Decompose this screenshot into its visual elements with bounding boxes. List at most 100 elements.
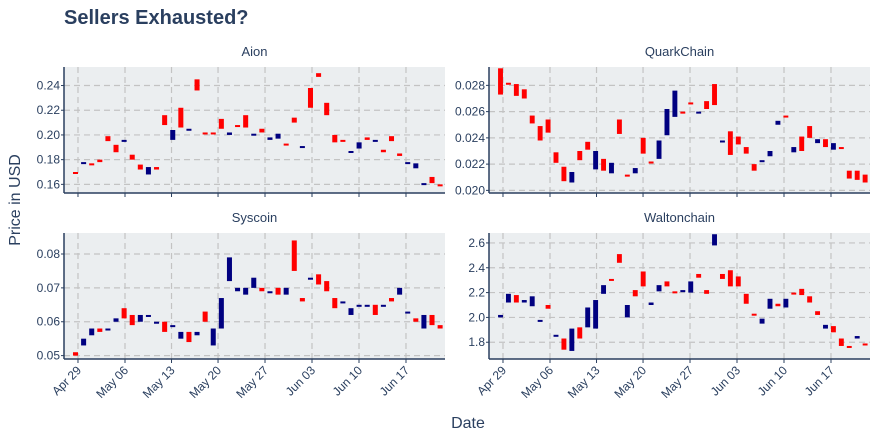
candle-increasing — [553, 334, 559, 337]
candle-increasing — [585, 307, 591, 328]
candle-decreasing — [498, 68, 503, 95]
x-axis-title: Date — [451, 415, 485, 432]
candle-increasing — [664, 109, 670, 136]
y-tick-label: 0.18 — [37, 153, 61, 167]
candle-increasing — [170, 325, 176, 328]
candle-decreasing — [823, 139, 828, 148]
candle-increasing — [569, 172, 575, 183]
x-tick-label: Jun 10 — [755, 363, 791, 399]
candle-decreasing — [202, 311, 208, 322]
candle-decreasing — [259, 287, 265, 292]
candle-increasing — [364, 304, 370, 307]
candle-increasing — [251, 133, 257, 136]
candle-increasing — [210, 328, 216, 346]
candle-decreasing — [202, 132, 208, 135]
candle-decreasing — [429, 314, 435, 326]
candle-increasing — [759, 318, 765, 324]
candle-decreasing — [243, 115, 249, 128]
candle-decreasing — [121, 308, 127, 319]
candle-increasing — [380, 304, 386, 307]
candle-increasing — [372, 139, 378, 142]
candle-decreasing — [89, 163, 95, 166]
candle-decreasing — [862, 174, 868, 183]
candle-decreasing — [743, 147, 749, 154]
candle-decreasing — [696, 273, 702, 278]
x-tick-label: Jun 03 — [283, 363, 319, 399]
candle-increasing — [521, 300, 527, 303]
candle-decreasing — [324, 281, 330, 292]
panel-background — [64, 67, 445, 193]
candle-decreasing — [72, 172, 79, 174]
candle-decreasing — [727, 270, 733, 287]
candle-decreasing — [210, 132, 216, 135]
y-tick-label: 0.22 — [37, 103, 61, 117]
candle-increasing — [299, 146, 305, 149]
facet-panels: Aion 0.16 0.18 0.20 0.22 0.24 QuarkChain 0.020 0… — [37, 44, 870, 401]
candle-decreasing — [751, 164, 757, 171]
candle-increasing — [413, 163, 419, 169]
candle-decreasing — [743, 293, 749, 304]
candle-decreasing — [162, 321, 168, 332]
candle-decreasing — [137, 164, 143, 170]
candle-increasing — [569, 328, 575, 351]
candle-increasing — [421, 314, 427, 329]
candle-increasing — [121, 139, 127, 142]
candle-decreasing — [704, 101, 710, 109]
candle-increasing — [348, 308, 354, 315]
candle-decreasing — [340, 139, 346, 142]
candle-decreasing — [561, 338, 567, 350]
y-tick-label: 0.05 — [37, 349, 61, 363]
candle-increasing — [145, 314, 151, 317]
x-tick-label: May 20 — [611, 363, 649, 401]
candle-increasing — [348, 151, 354, 153]
panel-syscoin: Syscoin 0.05 0.06 0.07 0.08 Apr 29 May 06 May 1… — [37, 210, 445, 401]
y-tick-label: 1.8 — [468, 335, 485, 349]
candle-increasing — [767, 151, 773, 157]
candle-increasing — [356, 304, 362, 307]
candle-increasing — [719, 140, 725, 143]
candle-increasing — [226, 257, 232, 282]
candle-decreasing — [640, 271, 646, 287]
candle-decreasing — [413, 318, 419, 322]
candle-decreasing — [648, 161, 654, 164]
candle-increasing — [791, 147, 797, 153]
facet-label: QuarkChain — [645, 44, 714, 59]
candle-decreasing — [162, 115, 168, 126]
candle-decreasing — [437, 184, 443, 187]
candle-increasing — [421, 183, 427, 186]
candle-decreasing — [854, 170, 860, 180]
candle-decreasing — [332, 134, 338, 143]
candle-decreasing — [735, 136, 741, 145]
candle-increasing — [356, 142, 362, 149]
y-tick-label: 0.026 — [455, 105, 485, 119]
candle-decreasing — [397, 153, 403, 156]
candle-increasing — [113, 318, 119, 322]
candle-decreasing — [72, 352, 79, 356]
y-tick-label: 0.06 — [37, 315, 61, 329]
panel-background — [489, 67, 870, 193]
candle-increasing — [405, 162, 411, 165]
candle-increasing — [609, 162, 614, 174]
candle-increasing — [593, 300, 599, 329]
candle-decreasing — [577, 151, 583, 161]
chart-title: Sellers Exhausted? — [64, 7, 249, 29]
candle-decreasing — [283, 143, 289, 146]
candle-decreasing — [609, 278, 614, 281]
candle-decreasing — [585, 141, 591, 150]
x-tick-label: May 06 — [518, 363, 556, 401]
candle-increasing — [194, 331, 200, 336]
y-tick-label: 0.20 — [37, 128, 61, 142]
y-tick-label: 0.024 — [455, 131, 485, 145]
x-tick-label: May 06 — [93, 363, 131, 401]
candle-decreasing — [388, 136, 395, 142]
candle-increasing — [186, 128, 192, 131]
candle-increasing — [632, 168, 638, 174]
candle-decreasing — [291, 117, 297, 123]
candle-decreasing — [332, 298, 338, 309]
candle-increasing — [275, 133, 281, 139]
panel-background — [489, 233, 870, 359]
candle-increasing — [251, 277, 257, 288]
x-tick-label: May 13 — [565, 363, 603, 401]
